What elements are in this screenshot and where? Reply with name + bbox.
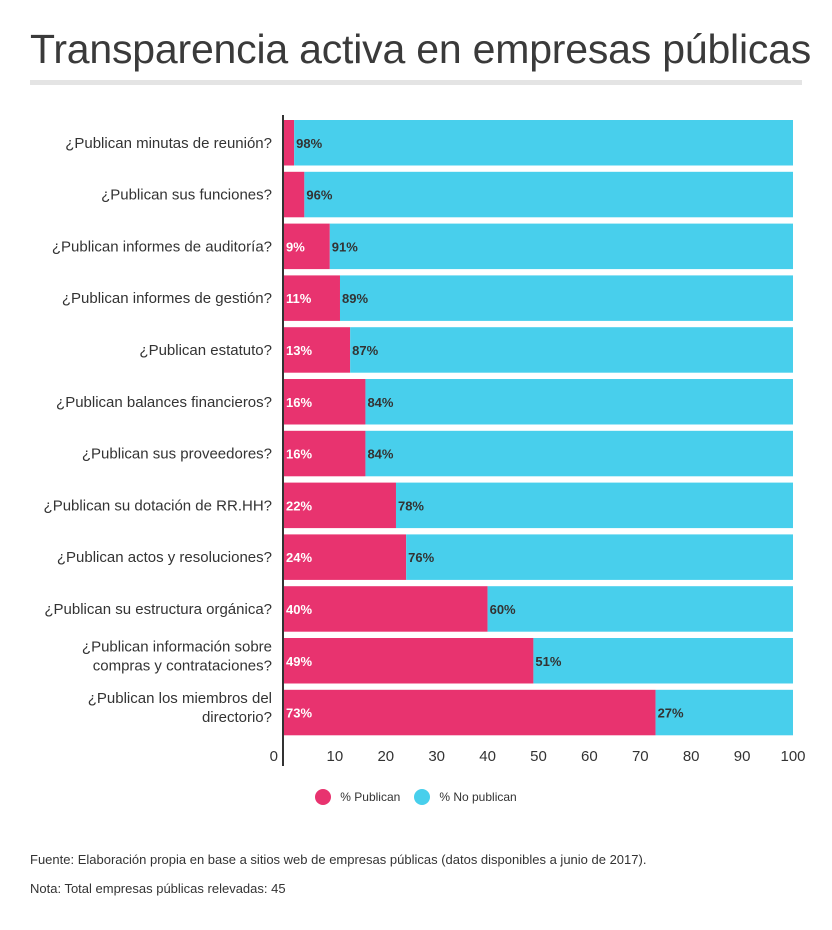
category-label: compras y contrataciones? [93,657,272,674]
sample-note: Nota: Total empresas públicas relevadas:… [30,881,286,896]
data-label-no-publican: 84% [367,447,393,462]
legend-swatch-publican [315,789,332,805]
x-tick-label: 0 [270,748,278,765]
bar-publican [284,689,656,736]
category-label: ¿Publican balances financieros? [56,394,272,411]
bar-publican [284,379,366,425]
bar-no-publican [304,171,793,218]
bar-no-publican [533,638,793,684]
bar-publican [284,171,305,218]
data-label-no-publican: 76% [408,550,434,565]
category-label: ¿Publican minutas de reunión? [65,135,272,152]
bar-publican [284,430,366,477]
data-label-no-publican: 51% [535,654,561,669]
x-tick-label: 100 [780,748,805,765]
bar-no-publican [365,379,793,425]
bar-publican [284,120,295,166]
data-label-publican: 13% [286,343,312,358]
x-tick-label: 10 [327,748,344,765]
bar-publican [284,223,330,270]
category-label: ¿Publican los miembros del [88,690,272,707]
bar-publican [284,534,407,580]
bar-no-publican [365,430,793,477]
bar-publican [284,327,351,373]
data-label-publican: 24% [286,550,312,565]
data-label-no-publican: 78% [398,498,424,513]
bar-no-publican [350,327,793,373]
data-label-no-publican: 84% [367,395,393,410]
data-label-no-publican: 91% [332,239,358,254]
x-tick-label: 40 [479,748,496,765]
x-tick-label: 50 [530,748,547,765]
category-label: ¿Publican sus funciones? [101,187,272,204]
legend-item-no-publican[interactable]: % No publican [414,789,517,805]
title-divider [30,80,802,85]
data-label-publican: 22% [286,498,312,513]
category-label: ¿Publican sus proveedores? [82,446,272,463]
x-tick-label: 30 [428,748,445,765]
bar-no-publican [329,223,793,270]
bar-no-publican [655,689,793,736]
category-label: ¿Publican su estructura orgánica? [44,601,272,618]
source-note: Fuente: Elaboración propia en base a sit… [30,852,647,867]
category-label: ¿Publican informes de auditoría? [52,238,272,255]
category-label: ¿Publican estatuto? [139,342,272,359]
x-tick-label: 70 [632,748,649,765]
category-label: directorio? [202,709,272,726]
data-label-no-publican: 60% [490,602,516,617]
category-label: ¿Publican actos y resoluciones? [57,549,272,566]
data-label-no-publican: 96% [306,188,332,203]
bar-no-publican [406,534,793,580]
data-label-publican: 73% [286,706,312,721]
bar-no-publican [294,120,793,166]
data-label-publican: 49% [286,654,312,669]
x-tick-label: 20 [377,748,394,765]
legend-item-publican[interactable]: % Publican [315,789,400,805]
bar-no-publican [395,482,793,529]
bar-publican [284,638,534,684]
data-label-publican: 9% [286,239,305,254]
legend-swatch-no-publican [414,789,431,805]
category-label: ¿Publican informes de gestión? [62,290,272,307]
bar-publican [284,275,340,321]
stacked-bar-chart: 98% ¿Publican minutas de reunión? 96% ¿Publ… [44,115,806,766]
bar-no-publican [487,586,793,632]
bar-publican [284,586,488,632]
data-label-no-publican: 89% [342,291,368,306]
x-tick-label: 90 [734,748,751,765]
x-tick-label: 60 [581,748,598,765]
legend-label-publican: % Publican [340,790,401,804]
category-label: ¿Publican su dotación de RR.HH? [44,497,272,514]
bar-publican [284,482,396,529]
data-label-publican: 16% [286,395,312,410]
bar-no-publican [339,275,793,321]
data-label-publican: 16% [286,447,312,462]
data-label-no-publican: 87% [352,343,378,358]
data-label-publican: 11% [286,291,312,306]
data-label-no-publican: 98% [296,136,322,151]
legend: % Publican % No publican [0,789,832,805]
x-tick-label: 80 [683,748,700,765]
legend-label-no-publican: % No publican [439,790,517,804]
data-label-publican: 40% [286,602,312,617]
chart-title: Transparencia activa en empresas pública… [30,26,812,72]
data-label-no-publican: 27% [658,706,684,721]
category-label: ¿Publican información sobre [82,638,272,655]
